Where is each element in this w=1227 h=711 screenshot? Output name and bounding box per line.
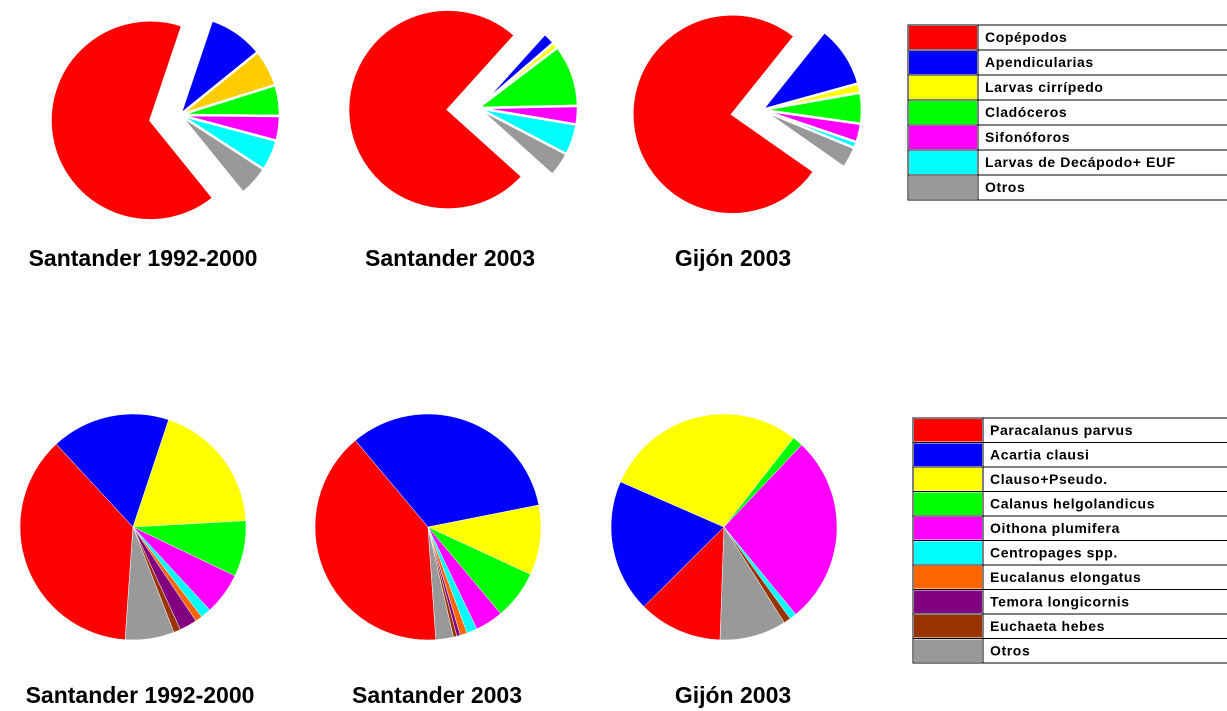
- legend-swatch: [909, 151, 977, 174]
- legend-swatch: [914, 639, 982, 662]
- legend-label: Larvas de Decápodo+ EUF: [985, 154, 1176, 170]
- legend-swatch: [914, 590, 982, 613]
- legend-label: Centropages spp.: [990, 544, 1118, 560]
- pie-slice: [314, 440, 437, 641]
- legend-swatch: [909, 126, 977, 149]
- pie-slice: [19, 443, 134, 640]
- pie-title: Santander 1992-2000: [29, 245, 258, 271]
- legend-swatch: [909, 26, 977, 49]
- pie-slice: [179, 113, 266, 195]
- legend-label: Temora longicornis: [990, 593, 1130, 609]
- legend-label: Otros: [990, 642, 1030, 658]
- pie-slice: [723, 444, 838, 615]
- pie-slice: [49, 19, 216, 222]
- legend-label: Oithona plumifera: [990, 520, 1120, 536]
- pie-slice: [761, 108, 857, 170]
- pie-slice: [427, 526, 454, 640]
- pie-slice: [55, 413, 169, 528]
- legend-swatch: [909, 101, 977, 124]
- legend-label: Calanus helgolandicus: [990, 495, 1155, 511]
- pie-title: Gijón 2003: [675, 682, 791, 708]
- legend-swatch: [914, 517, 982, 540]
- legend-label: Acartia clausi: [990, 446, 1089, 462]
- legend-label: Copépodos: [985, 29, 1067, 45]
- legend-label: Sifonóforos: [985, 129, 1070, 145]
- pie-slice: [132, 419, 247, 528]
- legend-swatch: [909, 51, 977, 74]
- legend-swatch: [914, 566, 982, 589]
- pie-slice: [719, 526, 785, 641]
- legend-label: Larvas cirrípedo: [985, 79, 1104, 95]
- legend-swatch: [914, 541, 982, 564]
- legend-label: Paracalanus parvus: [990, 422, 1133, 438]
- legend-swatch: [909, 176, 977, 199]
- pie-slice: [631, 13, 816, 216]
- legend-swatch: [914, 615, 982, 638]
- legend-swatch: [914, 492, 982, 515]
- pie-slice: [643, 526, 725, 641]
- pie-title: Santander 2003: [352, 682, 522, 708]
- legend-label: Apendicularias: [985, 54, 1094, 70]
- legend-label: Cladóceros: [985, 104, 1067, 120]
- pie-slice: [427, 504, 542, 575]
- legend-label: Otros: [985, 179, 1025, 195]
- legend-swatch: [909, 76, 977, 99]
- pie-slice: [124, 526, 175, 641]
- pie-slice: [477, 106, 569, 177]
- pie-slice: [620, 413, 794, 528]
- legend-swatch: [914, 419, 982, 442]
- pie-title: Santander 2003: [365, 245, 535, 271]
- pie-slice: [610, 481, 725, 607]
- legend-swatch: [914, 468, 982, 491]
- pie-title: Gijón 2003: [675, 245, 791, 271]
- legend-label: Euchaeta hebes: [990, 618, 1105, 634]
- pie-slice: [346, 8, 525, 211]
- legend-label: Eucalanus elongatus: [990, 569, 1141, 585]
- legend-swatch: [914, 443, 982, 466]
- legend-label: Clauso+Pseudo.: [990, 471, 1108, 487]
- pie-slice: [355, 413, 540, 528]
- pie-title: Santander 1992-2000: [26, 682, 255, 708]
